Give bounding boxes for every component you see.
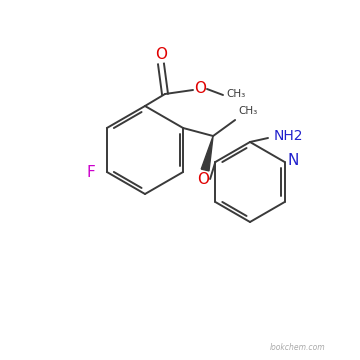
Text: O: O <box>155 46 167 62</box>
Polygon shape <box>201 136 213 171</box>
Text: N: N <box>288 153 299 167</box>
Text: lookchem.com: lookchem.com <box>269 343 325 352</box>
Text: O: O <box>194 81 206 95</box>
Text: CH₃: CH₃ <box>238 106 257 116</box>
Text: NH2: NH2 <box>274 129 303 143</box>
Text: CH₃: CH₃ <box>226 89 245 99</box>
Text: F: F <box>86 165 95 180</box>
Text: O: O <box>197 171 209 186</box>
